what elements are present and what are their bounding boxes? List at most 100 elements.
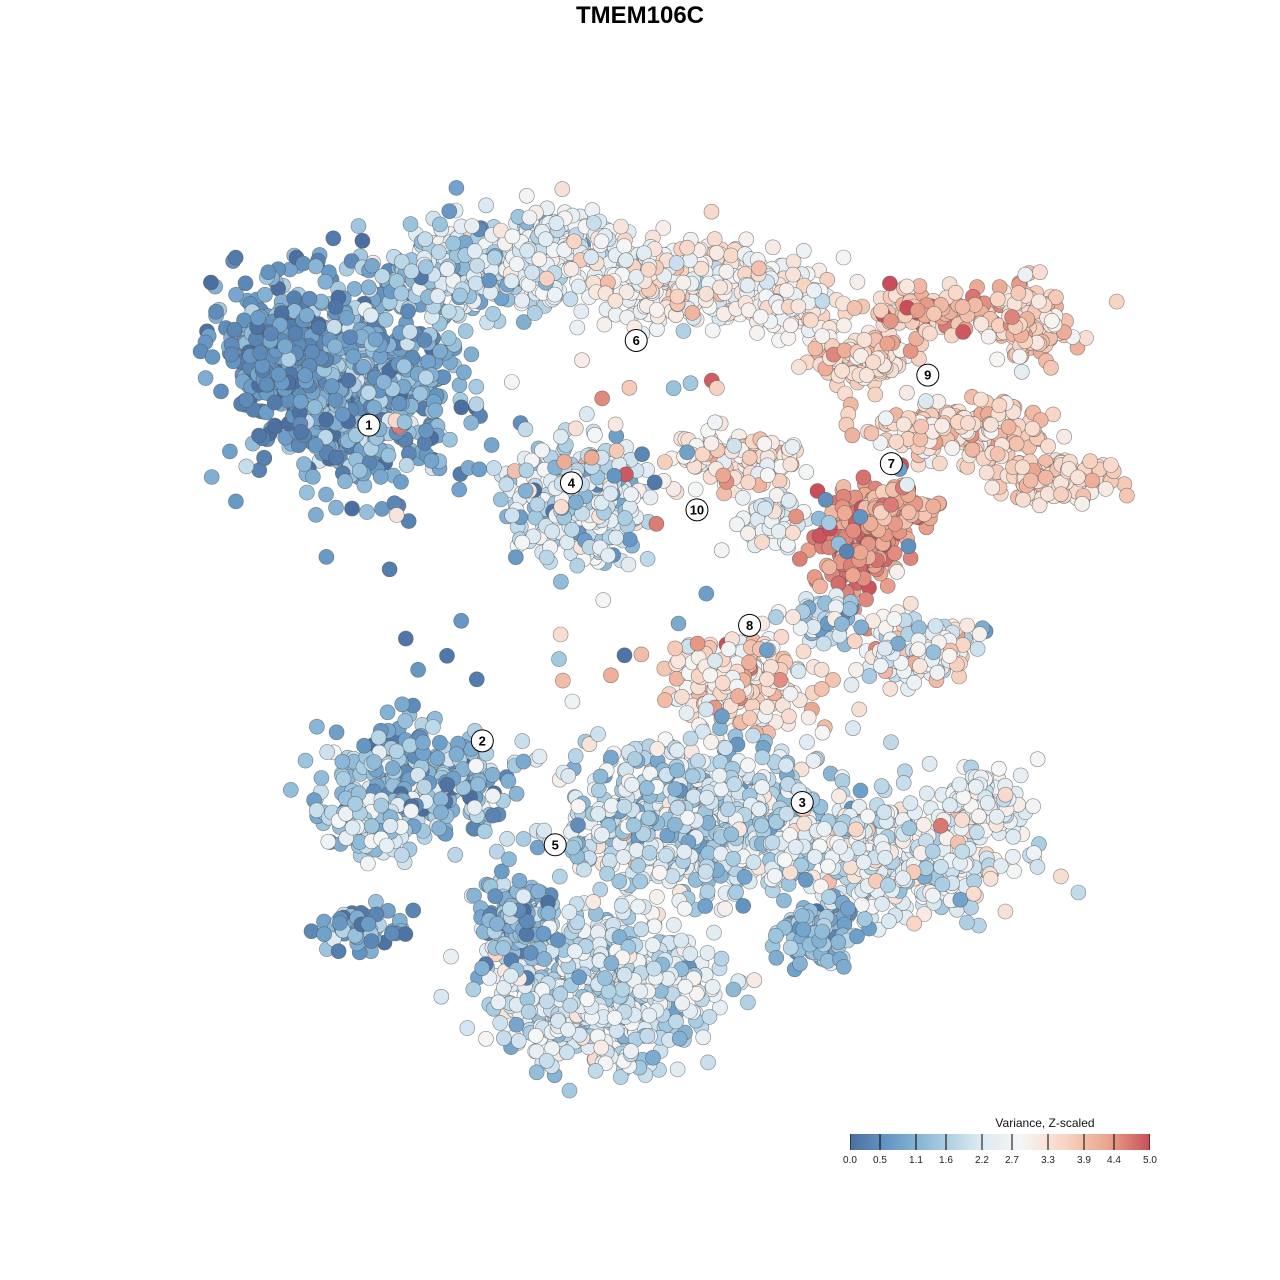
data-point — [1108, 293, 1125, 310]
data-point — [1038, 469, 1054, 486]
data-point — [432, 216, 448, 233]
data-point — [639, 780, 655, 796]
data-point — [704, 322, 721, 339]
data-point — [318, 549, 335, 565]
data-point — [674, 688, 690, 705]
data-point — [208, 303, 224, 320]
data-point — [222, 443, 238, 460]
data-point — [342, 329, 358, 346]
data-point — [739, 277, 756, 294]
data-point — [954, 299, 971, 315]
data-point — [1013, 363, 1030, 380]
data-point — [383, 925, 400, 942]
data-point — [780, 492, 797, 509]
data-point — [318, 411, 335, 428]
data-point — [944, 440, 961, 456]
data-point — [309, 718, 325, 735]
data-point — [613, 218, 629, 235]
data-point — [297, 367, 313, 384]
data-point — [263, 325, 279, 342]
data-point — [335, 771, 352, 787]
data-point — [852, 544, 869, 561]
data-point — [707, 414, 723, 431]
data-point — [931, 455, 948, 472]
data-point — [772, 672, 788, 688]
data-point — [566, 233, 583, 250]
data-point — [578, 406, 595, 422]
data-point — [463, 346, 480, 363]
data-point — [364, 257, 380, 274]
data-point — [451, 481, 468, 498]
data-point — [785, 266, 801, 283]
data-point — [798, 464, 815, 480]
data-point — [706, 231, 723, 247]
data-point — [499, 830, 515, 847]
data-point — [855, 469, 872, 486]
data-point — [485, 787, 501, 804]
data-point — [507, 549, 524, 566]
data-point — [317, 273, 334, 290]
data-point — [934, 417, 950, 434]
data-point — [486, 249, 503, 266]
data-point — [964, 441, 981, 458]
data-point — [277, 338, 293, 355]
data-point — [925, 644, 942, 661]
data-point — [483, 437, 500, 453]
data-point — [781, 708, 797, 725]
data-point — [648, 302, 665, 318]
data-point — [328, 499, 344, 516]
data-point — [360, 384, 377, 401]
data-point — [363, 933, 380, 949]
data-point — [337, 473, 353, 490]
data-point — [921, 325, 938, 342]
data-point — [872, 657, 889, 674]
data-point — [452, 287, 468, 304]
data-point — [741, 654, 757, 671]
data-point — [782, 456, 799, 473]
data-point — [394, 696, 411, 713]
data-point — [418, 369, 434, 386]
data-point — [1098, 481, 1114, 497]
data-point — [570, 278, 587, 295]
data-point — [1078, 330, 1094, 346]
data-point — [514, 292, 530, 309]
data-point — [607, 416, 624, 433]
data-point — [466, 799, 483, 816]
data-point — [468, 378, 485, 395]
data-point — [203, 274, 219, 291]
data-point — [431, 820, 448, 837]
data-point — [310, 319, 327, 336]
data-point — [445, 235, 462, 252]
data-point — [350, 218, 367, 234]
data-point — [468, 396, 485, 413]
data-point — [307, 258, 324, 275]
data-point — [882, 313, 899, 329]
data-point — [740, 525, 756, 542]
data-point — [856, 332, 873, 348]
data-point — [529, 496, 546, 513]
data-point — [256, 449, 272, 466]
data-point — [456, 364, 472, 381]
data-point — [906, 674, 923, 691]
data-point — [448, 746, 465, 762]
data-point — [378, 837, 395, 854]
data-point — [469, 257, 486, 274]
data-point — [237, 275, 254, 292]
data-point — [339, 310, 355, 326]
data-point — [1082, 453, 1098, 470]
data-point — [403, 803, 420, 819]
data-point — [548, 215, 565, 231]
data-point — [1053, 486, 1069, 503]
data-point — [417, 259, 434, 275]
data-point — [723, 247, 739, 264]
data-point — [204, 349, 221, 365]
data-point — [415, 734, 431, 751]
data-point — [969, 641, 986, 657]
data-point — [1017, 266, 1034, 283]
data-point — [382, 818, 399, 834]
data-point — [563, 261, 580, 277]
data-point — [814, 724, 831, 741]
data-point — [397, 713, 414, 729]
data-point — [1040, 438, 1056, 455]
data-point — [1011, 348, 1028, 365]
